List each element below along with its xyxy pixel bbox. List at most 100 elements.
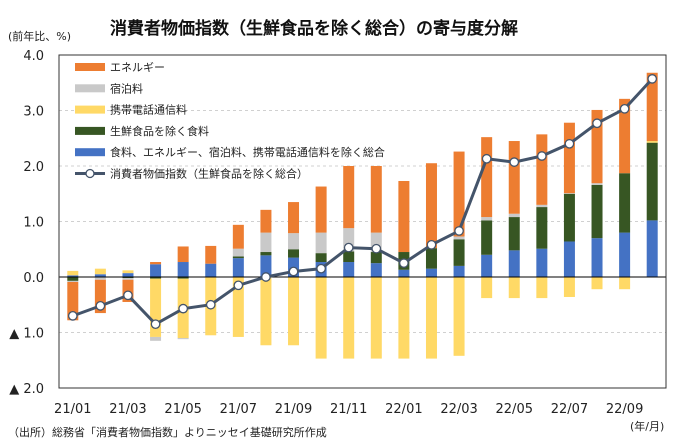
cpi-point	[178, 303, 189, 314]
y-axis-label: (前年比、%)	[8, 30, 72, 43]
bar-segment	[591, 238, 603, 277]
bar-segment	[122, 270, 134, 274]
cpi-point	[564, 138, 575, 149]
bar-segment	[563, 193, 575, 194]
bar-segment	[453, 277, 465, 356]
bar-segment	[343, 251, 355, 263]
bar-segment	[425, 163, 437, 249]
bar-segment	[398, 269, 410, 277]
bar-segment	[536, 248, 548, 277]
chart-title: 消費者物価指数（生鮮食品を除く総合）の寄与度分解	[110, 19, 518, 39]
bar-segment	[67, 270, 79, 276]
bar-segment	[563, 122, 575, 194]
bar-segment	[260, 252, 272, 256]
bar-segment	[122, 277, 134, 279]
cpi-line	[72, 77, 654, 327]
cpi-point	[261, 272, 271, 282]
bar-segment	[481, 277, 493, 299]
bar-segment	[425, 248, 437, 269]
y-tick-label: ▲ 1.0	[9, 327, 44, 342]
legend-swatch	[75, 84, 105, 93]
bar-segment	[177, 246, 189, 263]
bar-segment	[508, 141, 520, 214]
cpi-point	[288, 266, 299, 277]
bar-segment	[315, 253, 327, 263]
x-tick-label: 22/05	[496, 402, 533, 417]
bar-segment	[315, 186, 327, 233]
bar-segment	[122, 273, 134, 277]
bar-segment	[481, 217, 493, 221]
y-tick-label: 1.0	[23, 216, 44, 231]
legend-label: 宿泊料	[110, 81, 143, 95]
bar-segment	[563, 241, 575, 277]
bar-segment	[563, 193, 575, 242]
bar-segment	[370, 232, 382, 253]
legend-swatch	[75, 148, 105, 157]
bar-segment	[232, 256, 244, 259]
bar-segment	[453, 151, 465, 237]
bar-segment	[343, 228, 355, 252]
y-tick-label: ▲ 2.0	[9, 382, 44, 397]
bar-segment	[453, 239, 465, 266]
x-tick-label: 22/09	[606, 402, 643, 417]
bar-segment	[481, 254, 493, 277]
bar-segment	[177, 277, 189, 279]
bar-segment	[591, 109, 603, 184]
bar-segment	[508, 277, 520, 299]
bar-segment	[453, 265, 465, 277]
legend-label: 消費者物価指数（生鮮食品を除く総合）	[110, 167, 308, 181]
legend-swatch	[75, 105, 105, 114]
x-axis-label: (年/月)	[630, 420, 665, 433]
x-tick-label: 21/03	[109, 402, 146, 417]
y-tick-label: 0.0	[23, 271, 44, 286]
bar-segment	[150, 278, 162, 337]
bar-segment	[453, 236, 465, 240]
bar-segment	[94, 277, 106, 280]
legend-label: 食料、エネルギー、宿泊料、携帯電話通信料を除く総合	[110, 145, 385, 159]
cpi-point	[150, 319, 161, 330]
cpi-point	[619, 103, 630, 114]
cpi-point	[481, 153, 492, 164]
bar-segment	[288, 277, 300, 346]
bar-segment	[232, 248, 244, 257]
bar-segment	[122, 278, 134, 280]
x-tick-label: 22/07	[551, 402, 588, 417]
cpi-point	[205, 299, 216, 310]
bar-segment	[536, 134, 548, 205]
bar-segment	[591, 183, 603, 185]
bar-segment	[619, 232, 631, 277]
bar-segment	[94, 274, 106, 277]
bar-segment	[232, 277, 244, 337]
bar-segment	[370, 166, 382, 233]
bar-segment	[232, 258, 244, 277]
cpi-point	[454, 226, 464, 236]
bar-segment	[508, 250, 520, 277]
legend-label: エネルギー	[110, 61, 165, 74]
cpi-point	[95, 301, 106, 311]
legend-label: 生鮮食品を除く食料	[110, 124, 209, 138]
bar-segment	[481, 220, 493, 255]
bar-segment	[67, 277, 79, 281]
bar-segment	[398, 180, 410, 253]
legend-swatch	[75, 126, 105, 135]
y-tick-label: 2.0	[23, 160, 44, 175]
plot-frame	[58, 54, 667, 389]
bar-segment	[370, 252, 382, 264]
bar-segment	[619, 173, 631, 233]
cpi-point	[426, 239, 437, 250]
bar-segment	[288, 202, 300, 234]
bar-segment	[150, 277, 162, 279]
bar-segment	[508, 217, 520, 251]
bar-segment	[646, 220, 658, 277]
bar-segment	[67, 275, 79, 277]
bar-segment	[94, 268, 106, 275]
bar-segment	[646, 141, 658, 143]
bar-segment	[315, 277, 327, 359]
bar-segment	[232, 224, 244, 249]
bar-segment	[591, 184, 603, 239]
x-tick-label: 21/09	[275, 402, 312, 417]
cpi-point	[592, 118, 602, 129]
bar-segment	[205, 245, 217, 264]
